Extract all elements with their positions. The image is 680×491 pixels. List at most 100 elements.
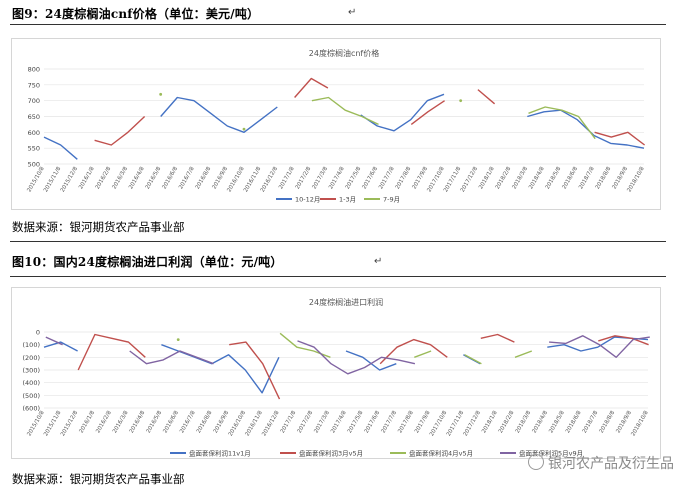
series-line xyxy=(94,77,646,146)
x-tick-label: 2016/1/8 xyxy=(78,166,96,191)
x-tick-label: 2017/5/8 xyxy=(347,410,365,435)
x-tick-label: 2017/8/8 xyxy=(395,166,413,191)
x-tick-label: 2018/10/8 xyxy=(630,410,650,438)
section-rule xyxy=(10,241,666,242)
x-tick-label: 2018/3/8 xyxy=(515,410,533,435)
x-tick-label: 2016/3/8 xyxy=(112,410,130,435)
y-tick-label: (600) xyxy=(23,405,40,413)
x-tick-label: 2016/7/8 xyxy=(179,410,197,435)
x-tick-label: 2017/5/8 xyxy=(345,166,363,191)
x-tick-label: 2016/8/8 xyxy=(196,410,214,435)
x-tick-label: 2017/4/8 xyxy=(330,410,348,435)
price-chart-frame: 24度棕榈油cnf价格 800 750 700 650 600 550 500 2015/10/… xyxy=(11,38,661,210)
series-point xyxy=(242,127,246,131)
profit-chart-frame: 24度棕榈油进口利润 0 (100) (200) (300) (400) (500) (600… xyxy=(11,287,661,459)
y-tick-label: 700 xyxy=(28,97,40,105)
paragraph-mark: ↵ xyxy=(348,7,357,18)
x-tick-label: 2016/6/8 xyxy=(162,166,180,191)
x-tick-label: 2017/7/8 xyxy=(381,410,399,435)
x-tick-label: 2018/1/8 xyxy=(478,166,496,191)
x-tick-label: 2016/4/8 xyxy=(129,410,147,435)
caption-rule xyxy=(10,24,666,25)
x-tick-label: 2016/5/8 xyxy=(146,410,164,435)
x-tick-label: 2016/2/8 xyxy=(95,410,113,435)
x-tick-label: 2016/3/8 xyxy=(112,166,130,191)
x-tick-label: 2016/4/8 xyxy=(128,166,146,191)
x-tick-label: 2018/8/8 xyxy=(599,410,617,435)
x-tick-label: 2016/9/8 xyxy=(213,410,231,435)
x-tick-label: 2017/12/8 xyxy=(460,166,480,194)
x-tick-label: 2016/2/8 xyxy=(95,166,113,191)
legend-label: 1-3月 xyxy=(339,196,356,204)
x-tick-label: 2018/4/8 xyxy=(532,410,550,435)
y-tick-label: 650 xyxy=(28,113,40,121)
x-tick-label: 2016/5/8 xyxy=(145,166,163,191)
series-point xyxy=(176,338,180,341)
series-line xyxy=(279,332,533,365)
x-tick-label: 2018/5/8 xyxy=(548,410,566,435)
x-tick-label: 2018/7/8 xyxy=(582,410,600,435)
y-tick-label: 750 xyxy=(28,81,40,89)
figure-1-caption: 图9：24度棕榈油cnf价格（单位：美元/吨） xyxy=(12,7,260,21)
y-tick-label: 600 xyxy=(28,129,40,137)
x-tick-label: 2017/12/8 xyxy=(463,410,483,438)
series-line xyxy=(43,93,645,160)
x-tick-label: 2015/12/8 xyxy=(60,166,80,194)
series-point xyxy=(459,99,463,103)
x-tick-label: 2017/2/8 xyxy=(297,410,315,435)
figure-2-caption: 图10：国内24度棕榈油进口利润（单位：元/吨） xyxy=(12,255,283,269)
x-tick-label: 2015/12/8 xyxy=(60,410,80,438)
paragraph-mark: ↵ xyxy=(374,256,383,267)
x-tick-label: 2017/1/8 xyxy=(280,410,298,435)
x-tick-label: 2017/3/8 xyxy=(312,166,330,191)
chart-title: 24度棕榈油进口利润 xyxy=(309,297,383,307)
x-tick-label: 2018/1/8 xyxy=(481,410,499,435)
price-chart: 24度棕榈油cnf价格8007507006506005505002015/10/… xyxy=(26,48,646,204)
y-tick-label: (100) xyxy=(23,341,40,349)
y-tick-label: 550 xyxy=(28,145,40,153)
caption-rule xyxy=(10,276,666,277)
x-tick-label: 2018/10/8 xyxy=(626,166,646,194)
y-tick-label: 500 xyxy=(28,161,40,169)
x-tick-label: 2017/9/8 xyxy=(412,166,430,191)
x-tick-label: 2017/9/8 xyxy=(414,410,432,435)
x-tick-label: 2016/1/8 xyxy=(79,410,97,435)
x-tick-label: 2017/6/8 xyxy=(362,166,380,191)
x-tick-label: 2018/2/8 xyxy=(495,166,513,191)
x-tick-label: 2017/4/8 xyxy=(328,166,346,191)
series-line xyxy=(77,333,649,400)
y-tick-label: (300) xyxy=(23,367,40,375)
x-tick-label: 2018/5/8 xyxy=(545,166,563,191)
watermark: 银河农产品及衍生品 xyxy=(528,453,674,473)
x-tick-label: 2018/9/8 xyxy=(612,166,630,191)
legend-label: 盘面套保利润3月v5月 xyxy=(299,449,363,458)
x-tick-label: 2017/6/8 xyxy=(364,410,382,435)
x-tick-label: 2016/12/8 xyxy=(261,410,281,438)
figure-1-source: 数据来源：银河期货农产品事业部 xyxy=(12,220,185,234)
x-tick-label: 2017/1/8 xyxy=(278,166,296,191)
wechat-icon xyxy=(528,454,544,470)
x-tick-label: 2018/9/8 xyxy=(615,410,633,435)
x-tick-label: 2018/8/8 xyxy=(595,166,613,191)
y-tick-label: 0 xyxy=(36,329,40,337)
x-tick-label: 2017/3/8 xyxy=(313,410,331,435)
figure-2-source: 数据来源：银河期货农产品事业部 xyxy=(12,472,185,486)
series-line xyxy=(43,336,649,394)
chart-title: 24度棕榈油cnf价格 xyxy=(309,48,379,58)
x-tick-label: 2018/6/8 xyxy=(565,410,583,435)
legend-label: 7-9月 xyxy=(383,196,400,204)
x-tick-label: 2016/12/8 xyxy=(260,166,280,194)
legend-label: 10-12月 xyxy=(295,196,320,204)
profit-chart: 24度棕榈油进口利润 0 (100) (200) (300) (400) (500) (600… xyxy=(23,297,650,458)
series-point xyxy=(159,92,163,96)
series-line xyxy=(45,335,650,375)
x-tick-label: 2018/6/8 xyxy=(562,166,580,191)
x-tick-label: 2017/8/8 xyxy=(397,410,415,435)
y-tick-label: (200) xyxy=(23,354,40,362)
x-tick-label: 2017/7/8 xyxy=(378,166,396,191)
y-tick-label: 800 xyxy=(28,66,40,74)
x-tick-label: 2018/2/8 xyxy=(498,410,516,435)
legend-label: 盘面套保利润11v1月 xyxy=(189,449,251,458)
x-tick-label: 2016/9/8 xyxy=(212,166,230,191)
legend-label: 盘面套保利润4月v5月 xyxy=(409,449,473,458)
